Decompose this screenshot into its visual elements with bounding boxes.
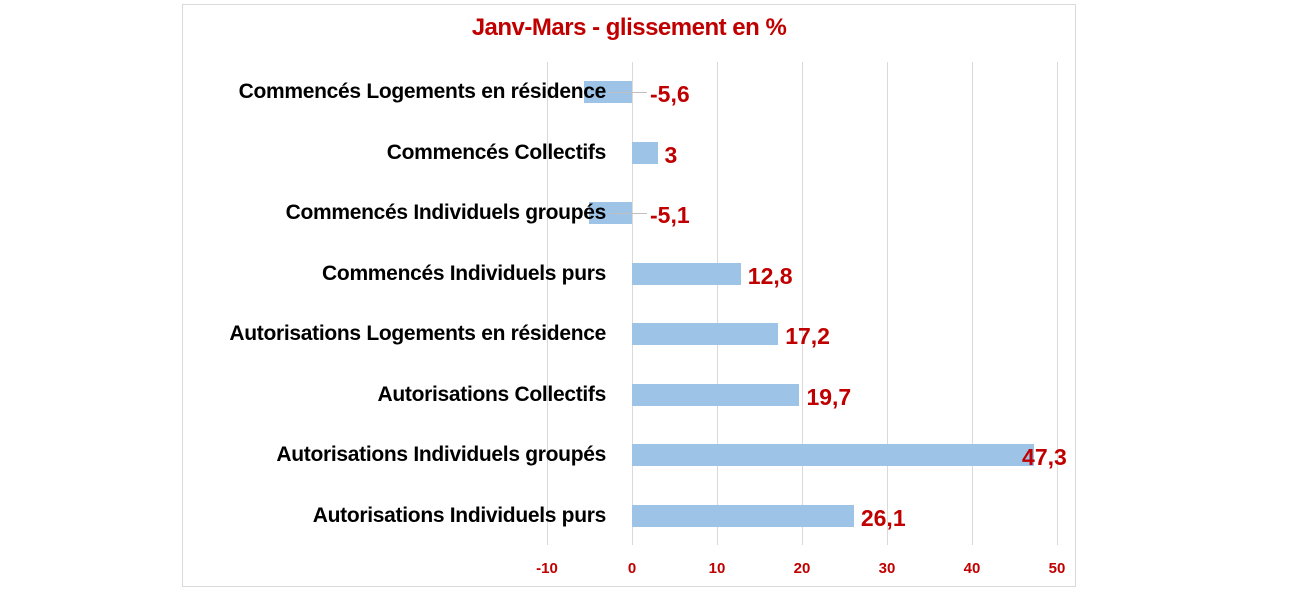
- data-label: 26,1: [860, 504, 906, 531]
- data-label: 17,2: [785, 323, 830, 350]
- category-label: Autorisations Individuels purs: [312, 503, 607, 527]
- gridline: [547, 62, 548, 545]
- gridline: [1057, 62, 1058, 545]
- category-label: Commencés Logements en résidence: [238, 80, 607, 104]
- bar: [632, 504, 854, 527]
- x-tick-label: 0: [627, 560, 637, 577]
- bar: [632, 323, 779, 346]
- gridline: [972, 62, 973, 545]
- category-label: Commencés Individuels purs: [322, 261, 606, 285]
- x-tick-label: -10: [536, 560, 558, 577]
- gridline: [632, 62, 633, 545]
- chart-title: Janv-Mars - glissement en %: [471, 14, 787, 41]
- gridline: [887, 62, 888, 545]
- x-tick-label: 40: [963, 560, 981, 577]
- category-label: Autorisations Logements en résidence: [229, 322, 606, 346]
- bar: [632, 444, 1035, 467]
- leader-line: [610, 213, 647, 215]
- data-label: 19,7: [806, 383, 852, 410]
- category-label: Autorisations Individuels groupés: [276, 443, 606, 467]
- data-label: 12,8: [747, 262, 793, 289]
- x-tick-label: 30: [878, 560, 896, 577]
- data-label: -5,6: [650, 81, 690, 108]
- data-label: 47,3: [1022, 444, 1067, 471]
- category-label: Commencés Individuels groupés: [285, 201, 607, 225]
- gridline: [802, 62, 803, 545]
- category-label: Autorisations Collectifs: [377, 382, 607, 406]
- bar: [632, 141, 658, 164]
- gridline: [717, 62, 718, 545]
- data-label: -5,1: [650, 202, 690, 229]
- x-tick-label: 10: [708, 560, 726, 577]
- category-label: Commencés Collectifs: [386, 140, 607, 164]
- bar: [632, 262, 741, 285]
- x-tick-label: 20: [793, 560, 811, 577]
- leader-line: [608, 92, 647, 94]
- bar: [632, 383, 800, 406]
- x-tick-label: 50: [1048, 560, 1066, 577]
- data-label: 3: [664, 141, 678, 168]
